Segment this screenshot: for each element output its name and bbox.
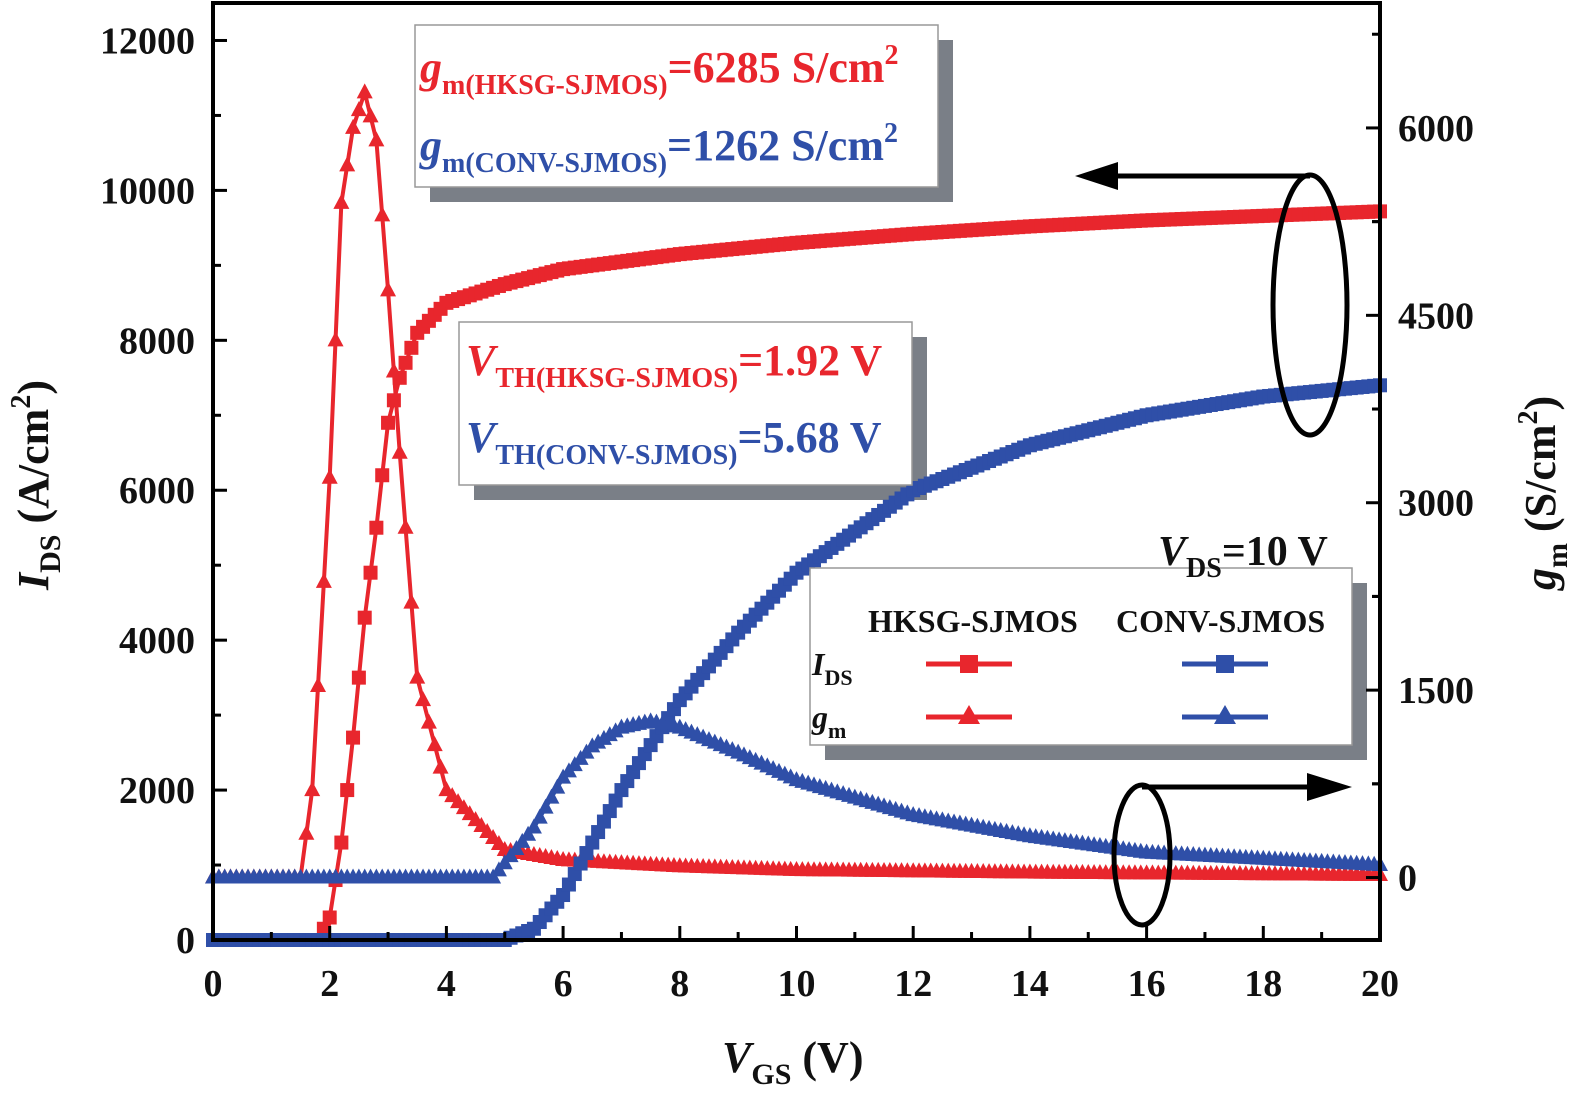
data-point [357, 610, 372, 625]
data-point [420, 713, 437, 729]
y-right-axis-title: gm (S/cm2) [1513, 396, 1574, 591]
data-point [363, 565, 378, 580]
data-point [426, 736, 443, 752]
data-point [298, 824, 315, 840]
data-point [385, 362, 402, 378]
x-tick-label: 0 [204, 963, 223, 1005]
data-point [380, 281, 397, 297]
x-tick-label: 8 [670, 963, 689, 1005]
data-point [369, 520, 384, 535]
data-point [381, 415, 396, 430]
legend-hksg-ids-swatch [926, 655, 1012, 673]
data-point [398, 355, 413, 370]
legend-conv-ids-swatch [1182, 655, 1268, 673]
data-point [543, 788, 560, 804]
right-arrow-head-icon [1307, 773, 1352, 801]
data-point [549, 778, 566, 794]
x-tick-label: 4 [437, 963, 456, 1005]
y-left-tick-label: 10000 [100, 170, 195, 212]
gm-conv-label: gm(CONV-SJMOS)=1262 S/cm2 [419, 118, 898, 179]
y-right-tick-label: 3000 [1398, 483, 1474, 525]
data-point [345, 118, 362, 134]
data-point [403, 593, 420, 609]
data-point [375, 468, 390, 483]
gm-hksg-label: gm(HKSG-SJMOS)=6285 S/cm2 [419, 40, 899, 101]
data-point [525, 818, 542, 834]
legend-row-gm: gm [811, 699, 846, 743]
y-left-tick-label: 6000 [119, 470, 195, 512]
vth-box [458, 321, 913, 486]
data-point [391, 443, 408, 459]
data-point [322, 910, 337, 925]
legend-conv-gm-swatch [1182, 705, 1268, 724]
data-point [321, 468, 338, 484]
data-point [315, 572, 332, 588]
legend-hksg-gm-swatch [926, 705, 1012, 724]
y-left-tick-label: 2000 [119, 770, 195, 812]
data-point [327, 331, 344, 347]
y-right-tick-label: 6000 [1398, 108, 1474, 150]
data-point [374, 206, 391, 222]
data-point [304, 781, 321, 797]
x-tick-label: 16 [1128, 963, 1166, 1005]
y-left-tick-label: 4000 [119, 620, 195, 662]
left-arrow-head-icon [1075, 162, 1118, 190]
data-point [346, 730, 361, 745]
data-point [404, 340, 419, 355]
x-tick-label: 10 [778, 963, 816, 1005]
x-tick-label: 14 [1011, 963, 1049, 1005]
gm-box [414, 24, 939, 188]
data-point [340, 783, 355, 798]
y-left-tick-label: 0 [176, 920, 195, 962]
legend-row-ids: IDS [811, 646, 853, 690]
data-point [397, 518, 414, 534]
vds-label: VDS=10 V [1158, 529, 1328, 584]
x-tick-label: 12 [894, 963, 932, 1005]
y-right-tick-label: 1500 [1398, 670, 1474, 712]
data-point [339, 156, 356, 172]
ticks-layer: 0 2 4 6 8 10 12 14 16 18 20 0 2000 4000 6000 8000 10000 1… [100, 20, 1474, 1005]
x-tick-label: 6 [554, 963, 573, 1005]
x-tick-label: 2 [320, 963, 339, 1005]
data-point [537, 798, 554, 814]
data-point [356, 83, 373, 99]
series-conv-sjmos-gm [205, 712, 1388, 884]
data-point [432, 758, 449, 774]
legend-col-hksg: HKSG-SJMOS [868, 603, 1078, 639]
legend-box [809, 567, 1353, 746]
y-right-tick-label: 0 [1398, 858, 1417, 900]
x-tick-label: 18 [1244, 963, 1282, 1005]
data-point [310, 676, 327, 692]
vth-hksg-label: VTH(HKSG-SJMOS)=1.92 V [466, 336, 882, 394]
y-left-tick-label: 12000 [100, 20, 195, 62]
y-right-tick-label: 4500 [1398, 295, 1474, 337]
x-tick-label: 20 [1361, 963, 1399, 1005]
data-point [350, 101, 367, 117]
data-point [368, 131, 385, 147]
data-point [362, 107, 379, 123]
data-point [351, 670, 366, 685]
data-point [409, 668, 426, 684]
data-point [316, 921, 331, 936]
data-point [334, 835, 349, 850]
y-left-tick-label: 8000 [119, 320, 195, 362]
vth-conv-label: VTH(CONV-SJMOS)=5.68 V [466, 413, 882, 471]
data-point [333, 193, 350, 209]
data-point [531, 808, 548, 824]
legend-col-conv: CONV-SJMOS [1116, 603, 1325, 639]
data-point [415, 691, 432, 707]
y-left-axis-title: IDS (A/cm2) [6, 380, 67, 591]
x-axis-title: VGS (V) [722, 1033, 863, 1091]
series-layer [205, 83, 1388, 947]
